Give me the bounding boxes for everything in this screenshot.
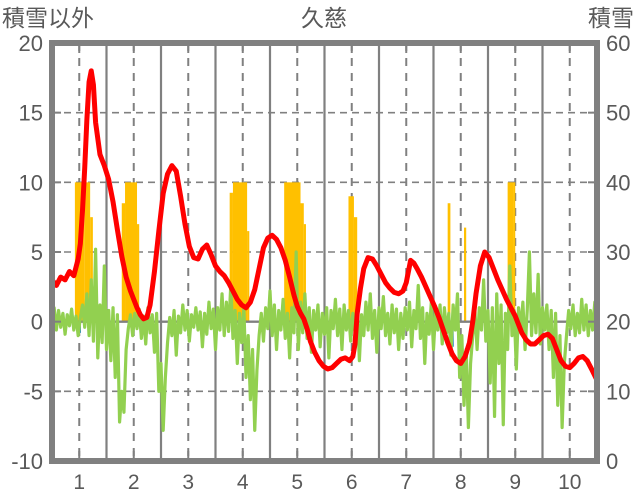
x-tick-label: 6 — [346, 471, 358, 494]
snow-bar — [507, 182, 514, 322]
y2-tick-label: 20 — [606, 310, 630, 335]
y-tick-label: 5 — [31, 240, 43, 265]
y2-tick-label: 30 — [606, 240, 630, 265]
y-tick-label: 15 — [19, 101, 43, 126]
tick-marks — [52, 43, 597, 461]
x-tick-label: 5 — [291, 471, 303, 494]
y2-axis-labels: 0 10 20 30 40 50 60 — [606, 31, 630, 474]
snow-bar — [303, 224, 306, 322]
y2-tick-label: 50 — [606, 101, 630, 126]
grid-layer — [52, 43, 597, 461]
y-tick-label: 0 — [31, 310, 43, 335]
right-axis-title: 積雪 — [588, 6, 634, 32]
x-tick-label: 1 — [73, 471, 85, 494]
snow-bar — [353, 217, 358, 322]
snow-bar — [300, 203, 304, 322]
y2-tick-label: 0 — [606, 449, 618, 474]
series-layer — [49, 68, 600, 432]
y-tick-label: -10 — [11, 449, 43, 474]
y-axis-labels: -10 -5 0 5 10 15 20 — [11, 31, 43, 474]
snow-bar — [247, 231, 250, 322]
red-line — [49, 68, 600, 383]
snow-bar — [229, 192, 233, 322]
x-tick-label: 9 — [509, 471, 521, 494]
x-tick-label: 3 — [182, 471, 194, 494]
x-tick-label: 2 — [128, 471, 140, 494]
chart-title: 久慈 — [301, 6, 347, 32]
y2-tick-label: 10 — [606, 379, 630, 404]
snow-bar — [348, 196, 354, 322]
snow-bar — [125, 182, 138, 322]
y2-tick-label: 60 — [606, 31, 630, 56]
y-tick-label: 10 — [19, 170, 43, 195]
x-tick-label: 10 — [558, 471, 581, 494]
snow-bar — [242, 217, 245, 322]
snow-bar — [84, 182, 91, 322]
x-axis-labels: 1 2 3 4 5 6 7 8 9 10 — [73, 471, 581, 494]
left-axis-title: 積雪以外 — [2, 6, 94, 32]
green-line — [50, 247, 599, 432]
x-tick-label: 4 — [237, 471, 249, 494]
x-tick-label: 8 — [455, 471, 467, 494]
snow-bar — [447, 203, 451, 322]
y-tick-label: 20 — [19, 31, 43, 56]
y2-tick-label: 40 — [606, 170, 630, 195]
snow-bar — [137, 224, 140, 322]
y-tick-label: -5 — [23, 379, 43, 404]
snow-bar — [90, 217, 93, 322]
snow-bar — [464, 227, 467, 322]
x-tick-label: 7 — [400, 471, 412, 494]
snow-bar — [513, 182, 516, 322]
